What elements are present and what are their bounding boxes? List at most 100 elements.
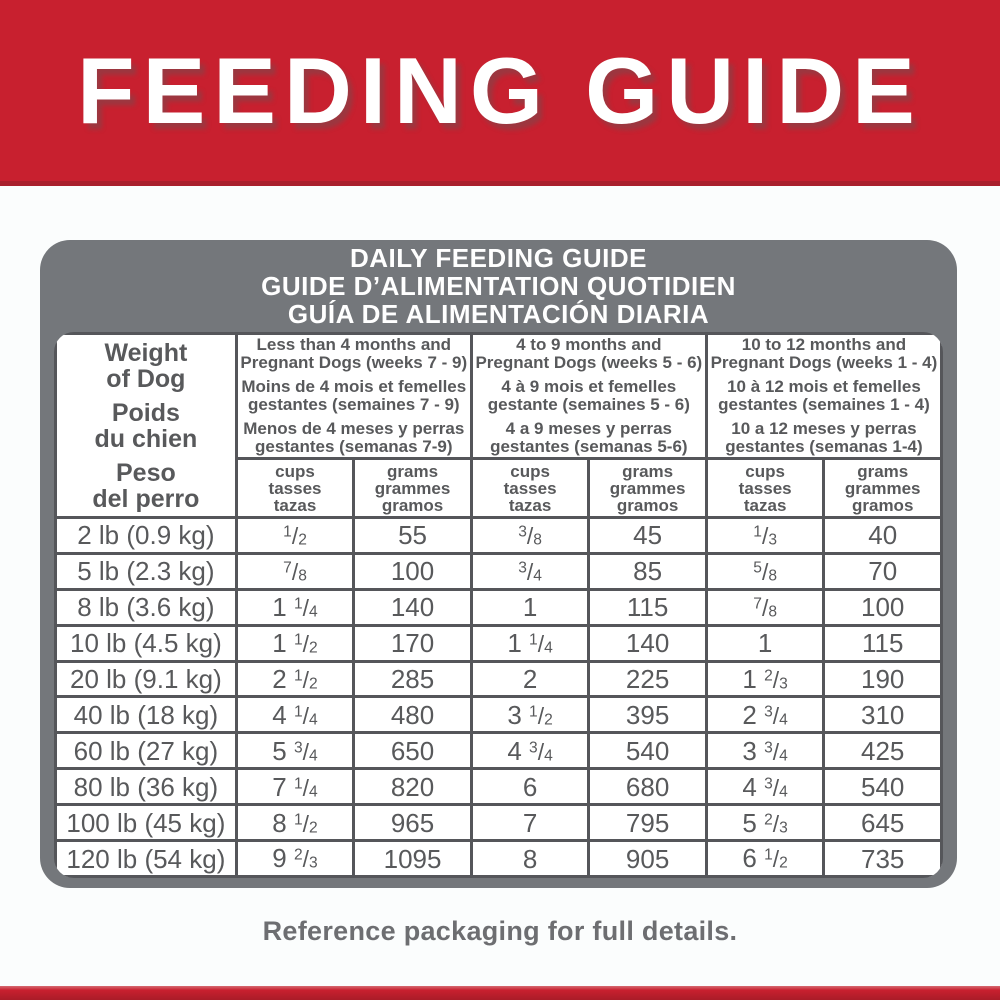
cups-header-3: cups tasses tazas bbox=[704, 457, 826, 519]
header-line: tazas bbox=[743, 495, 787, 515]
header-line: tazas bbox=[508, 495, 552, 515]
footer-note: Reference packaging for full details. bbox=[262, 916, 738, 946]
cups-cell: 7 bbox=[469, 803, 591, 843]
grams-cell: 540 bbox=[587, 731, 708, 771]
cups-cell: 3 1/2 bbox=[469, 695, 591, 735]
grams-cell: 140 bbox=[587, 623, 708, 663]
cups-cell: 1 1/4 bbox=[469, 623, 591, 663]
grams-cell: 680 bbox=[587, 767, 708, 807]
header-line: gramos bbox=[851, 495, 914, 515]
table-row: 20 lb (9.1 kg) 2 1/2 285 2 225 1 2/3 190 bbox=[54, 659, 943, 699]
grams-cell: 965 bbox=[352, 803, 473, 843]
grams-cell: 85 bbox=[587, 551, 708, 591]
cups-cell: 3/8 bbox=[469, 516, 591, 555]
cups-header-1: cups tasses tazas bbox=[234, 457, 356, 519]
table-row: 8 lb (3.6 kg) 1 1/4 140 1 115 7/8 100 bbox=[54, 587, 943, 627]
header-line: gramos bbox=[381, 495, 444, 515]
header-line: gramos bbox=[616, 495, 679, 515]
feeding-guide-card: DAILY FEEDING GUIDE GUIDE D’ALIMENTATION… bbox=[40, 240, 957, 888]
weight-header-es: Peso del perro bbox=[57, 460, 235, 512]
grams-cell: 650 bbox=[352, 731, 473, 771]
header-line: grammes bbox=[609, 478, 686, 498]
grams-cell: 190 bbox=[822, 659, 943, 699]
cups-cell: 1 2/3 bbox=[704, 659, 826, 699]
cups-cell: 4 1/4 bbox=[234, 695, 356, 735]
cups-cell: 4 3/4 bbox=[704, 767, 826, 807]
header-line: Poids bbox=[111, 398, 180, 427]
header-line: Weight bbox=[104, 338, 188, 367]
header-line: grammes bbox=[374, 478, 451, 498]
header-line: cups bbox=[275, 461, 315, 481]
weight-cell: 40 lb (18 kg) bbox=[54, 695, 238, 735]
group-3-es: 10 a 12 meses y perras gestantes (semana… bbox=[708, 420, 940, 456]
grams-cell: 905 bbox=[587, 839, 708, 878]
header-line: gestantes (semanas 7-9) bbox=[255, 437, 453, 456]
weight-cell: 20 lb (9.1 kg) bbox=[54, 659, 238, 699]
grams-cell: 45 bbox=[587, 516, 708, 555]
cups-cell: 4 3/4 bbox=[469, 731, 591, 771]
group-1-fr: Moins de 4 mois et femelles gestantes (s… bbox=[238, 378, 470, 414]
group-3-en: 10 to 12 months and Pregnant Dogs (weeks… bbox=[708, 336, 940, 372]
table-row: 80 lb (36 kg) 7 1/4 820 6 680 4 3/4 540 bbox=[54, 767, 943, 807]
header-line: gestantes (semanas 1-4) bbox=[725, 437, 923, 456]
header-line: Peso bbox=[115, 458, 176, 487]
header-line: tasses bbox=[738, 478, 792, 498]
bottom-red-bar bbox=[0, 986, 1000, 1000]
feeding-table: Weight of Dog Poids du chien Peso del pe… bbox=[54, 332, 943, 878]
age-group-header-4-to-9-months: 4 to 9 months and Pregnant Dogs (weeks 5… bbox=[469, 332, 708, 460]
cups-cell: 5 2/3 bbox=[704, 803, 826, 843]
cups-cell: 7 1/4 bbox=[234, 767, 356, 807]
cups-cell: 7/8 bbox=[704, 587, 826, 627]
cups-cell: 5 3/4 bbox=[234, 731, 356, 771]
weight-cell: 2 lb (0.9 kg) bbox=[54, 516, 238, 555]
cups-cell: 2 3/4 bbox=[704, 695, 826, 735]
header-line: gestantes (semaines 7 - 9) bbox=[247, 395, 460, 414]
header-line: del perro bbox=[92, 484, 200, 513]
grams-cell: 425 bbox=[822, 731, 943, 771]
table-row: 60 lb (27 kg) 5 3/4 650 4 3/4 540 3 3/4 425 bbox=[54, 731, 943, 771]
grams-cell: 735 bbox=[822, 839, 943, 878]
cups-cell: 5/8 bbox=[704, 551, 826, 591]
grams-cell: 140 bbox=[352, 587, 473, 627]
header-line: Pregnant Dogs (weeks 1 - 4) bbox=[710, 353, 938, 372]
unit-header-row: cups tasses tazas grams grammes gramos c… bbox=[56, 457, 943, 519]
grams-cell: 285 bbox=[352, 659, 473, 699]
cups-cell: 6 1/2 bbox=[704, 839, 826, 878]
cups-cell: 7/8 bbox=[234, 551, 356, 591]
header-line: 10 a 12 meses y perras bbox=[731, 419, 917, 438]
cups-header-2: cups tasses tazas bbox=[469, 457, 591, 519]
header-line: 10 to 12 months and bbox=[741, 335, 907, 354]
grams-cell: 1095 bbox=[352, 839, 473, 878]
cups-cell: 2 bbox=[469, 659, 591, 699]
weight-cell: 60 lb (27 kg) bbox=[54, 731, 238, 771]
grams-cell: 100 bbox=[822, 587, 943, 627]
weight-of-dog-header: Weight of Dog Poids du chien Peso del pe… bbox=[54, 332, 238, 519]
header-line: Menos de 4 meses y perras bbox=[243, 419, 465, 438]
group-2-es: 4 a 9 meses y perras gestantes (semanas … bbox=[473, 420, 705, 456]
grams-cell: 820 bbox=[352, 767, 473, 807]
group-2-en: 4 to 9 months and Pregnant Dogs (weeks 5… bbox=[473, 336, 705, 372]
header-line: grams bbox=[857, 461, 909, 481]
header-line: gestantes (semanas 5-6) bbox=[490, 437, 688, 456]
cups-cell: 1 bbox=[704, 623, 826, 663]
header-line: tasses bbox=[503, 478, 557, 498]
grams-cell: 225 bbox=[587, 659, 708, 699]
weight-header-fr: Poids du chien bbox=[57, 400, 235, 452]
weight-cell: 10 lb (4.5 kg) bbox=[54, 623, 238, 663]
group-1-en: Less than 4 months and Pregnant Dogs (we… bbox=[238, 336, 470, 372]
cups-cell: 8 bbox=[469, 839, 591, 878]
age-group-header-10-to-12-months: 10 to 12 months and Pregnant Dogs (weeks… bbox=[704, 332, 943, 460]
header-line: tasses bbox=[268, 478, 322, 498]
feeding-table-body: 2 lb (0.9 kg) 1/2 55 3/8 45 1/3 40 5 lb (2.3 kg… bbox=[54, 516, 943, 878]
cups-cell: 2 1/2 bbox=[234, 659, 356, 699]
grams-cell: 70 bbox=[822, 551, 943, 591]
grams-header-2: grams grammes gramos bbox=[587, 457, 708, 519]
header-line: grams bbox=[387, 461, 439, 481]
cups-cell: 1 bbox=[469, 587, 591, 627]
group-2-fr: 4 à 9 mois et femelles gestante (semaine… bbox=[473, 378, 705, 414]
grams-header-3: grams grammes gramos bbox=[822, 457, 943, 519]
cups-cell: 3 3/4 bbox=[704, 731, 826, 771]
cups-cell: 3/4 bbox=[469, 551, 591, 591]
cups-cell: 1/2 bbox=[234, 516, 356, 555]
